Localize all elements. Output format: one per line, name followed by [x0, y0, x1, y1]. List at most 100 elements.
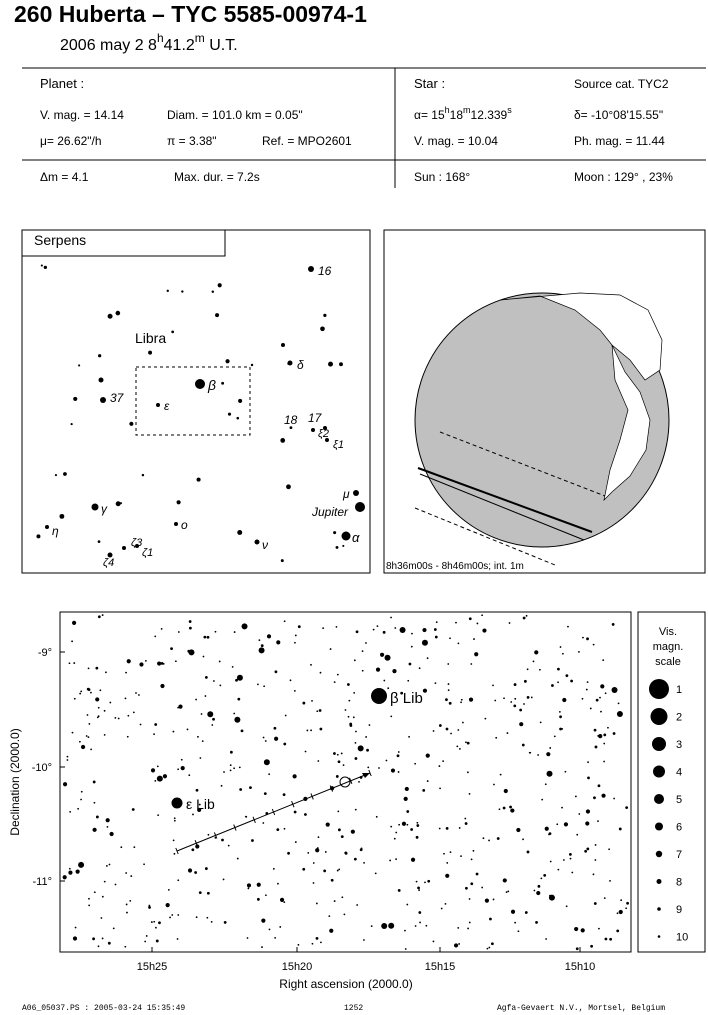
field-star: [186, 728, 189, 731]
field-star: [365, 642, 367, 644]
scale-label: 6: [676, 822, 682, 834]
field-star: [343, 913, 346, 916]
field-star: [470, 858, 473, 861]
field-star: [282, 793, 286, 796]
field-star: [530, 696, 533, 699]
scale-dot: [655, 822, 663, 831]
field-star: [585, 809, 591, 814]
finder-label: ζ3: [131, 537, 143, 549]
field-star: [418, 911, 422, 914]
field-star: [390, 616, 392, 619]
field-star: [549, 747, 552, 749]
field-star: [498, 808, 501, 811]
field-star: [612, 732, 616, 735]
field-star: [625, 907, 628, 910]
field-star: [486, 947, 489, 950]
field-star: [545, 938, 548, 940]
field-star: [595, 698, 599, 702]
field-star: [587, 776, 590, 780]
field-star: [350, 829, 355, 834]
finder-star: [323, 426, 327, 430]
path-tick: [291, 801, 295, 808]
field-star: [434, 635, 438, 639]
field-star: [582, 636, 584, 639]
field-star: [363, 861, 365, 864]
field-star: [287, 851, 290, 855]
field-star: [571, 871, 574, 874]
field-star: [328, 915, 331, 918]
field-star: [357, 745, 364, 752]
field-star: [88, 897, 90, 900]
field-star: [548, 894, 555, 901]
field-star: [105, 818, 110, 823]
field-star: [406, 903, 409, 906]
field-star: [276, 640, 281, 645]
field-star: [154, 635, 157, 638]
field-star: [618, 909, 623, 915]
scale-label: 9: [676, 904, 682, 916]
field-star: [476, 622, 479, 625]
globe-caption: 8h36m00s - 8h46m00s; int. 1m: [386, 561, 524, 572]
field-star: [403, 796, 408, 802]
planet-diam: Diam. = 101.0 km = 0.05": [167, 108, 303, 122]
finder-star: [328, 361, 333, 367]
field-star: [446, 862, 449, 864]
field-star: [568, 852, 572, 856]
x-tick-label: 15h20: [282, 961, 313, 973]
finder-star: [320, 326, 325, 332]
field-star: [92, 780, 96, 784]
field-star: [432, 940, 435, 943]
field-star: [180, 758, 183, 761]
field-star: [135, 692, 137, 694]
field-star: [381, 922, 388, 929]
field-star: [310, 663, 312, 666]
field-star: [72, 936, 78, 941]
field-star: [303, 796, 308, 801]
star-phmag: Ph. mag. = 11.44: [574, 134, 665, 148]
field-star: [294, 634, 297, 637]
field-star: [157, 814, 160, 817]
field-star: [390, 825, 393, 828]
star-source: Source cat. TYC2: [574, 77, 669, 91]
y-tick-label: -11°: [33, 876, 52, 888]
field-star: [508, 622, 511, 624]
field-star: [204, 867, 208, 870]
field-star: [372, 628, 375, 631]
field-star: [353, 691, 356, 694]
field-star: [283, 742, 287, 746]
field-star: [503, 788, 508, 794]
field-star: [551, 684, 554, 687]
path-tick: [349, 777, 353, 784]
field-star: [346, 683, 350, 686]
field-star: [379, 652, 385, 657]
field-star: [340, 835, 344, 839]
finder-star: [236, 416, 240, 420]
field-star: [604, 692, 607, 695]
finder-label: δ: [297, 358, 304, 372]
field-star: [390, 768, 396, 773]
finder-star: [250, 363, 254, 367]
field-star: [101, 614, 104, 616]
field-star: [157, 661, 162, 666]
field-star: [160, 627, 163, 630]
field-star: [276, 828, 280, 832]
field-star: [443, 852, 445, 855]
field-star: [594, 844, 597, 846]
field-star: [559, 646, 562, 648]
finder-label: Serpens: [34, 232, 86, 248]
field-star: [103, 733, 106, 736]
date-sup: m: [195, 31, 205, 45]
globe: [414, 292, 670, 548]
field-star: [219, 684, 222, 687]
field-star: [562, 697, 567, 703]
field-star: [283, 901, 286, 904]
field-star: [590, 944, 593, 948]
field-star: [206, 891, 210, 895]
field-star: [472, 849, 475, 852]
field-star: [210, 920, 213, 923]
field-star: [197, 735, 199, 738]
field-star: [503, 697, 505, 700]
field-star: [592, 643, 595, 646]
field-star: [188, 774, 191, 777]
field-star: [408, 662, 412, 666]
